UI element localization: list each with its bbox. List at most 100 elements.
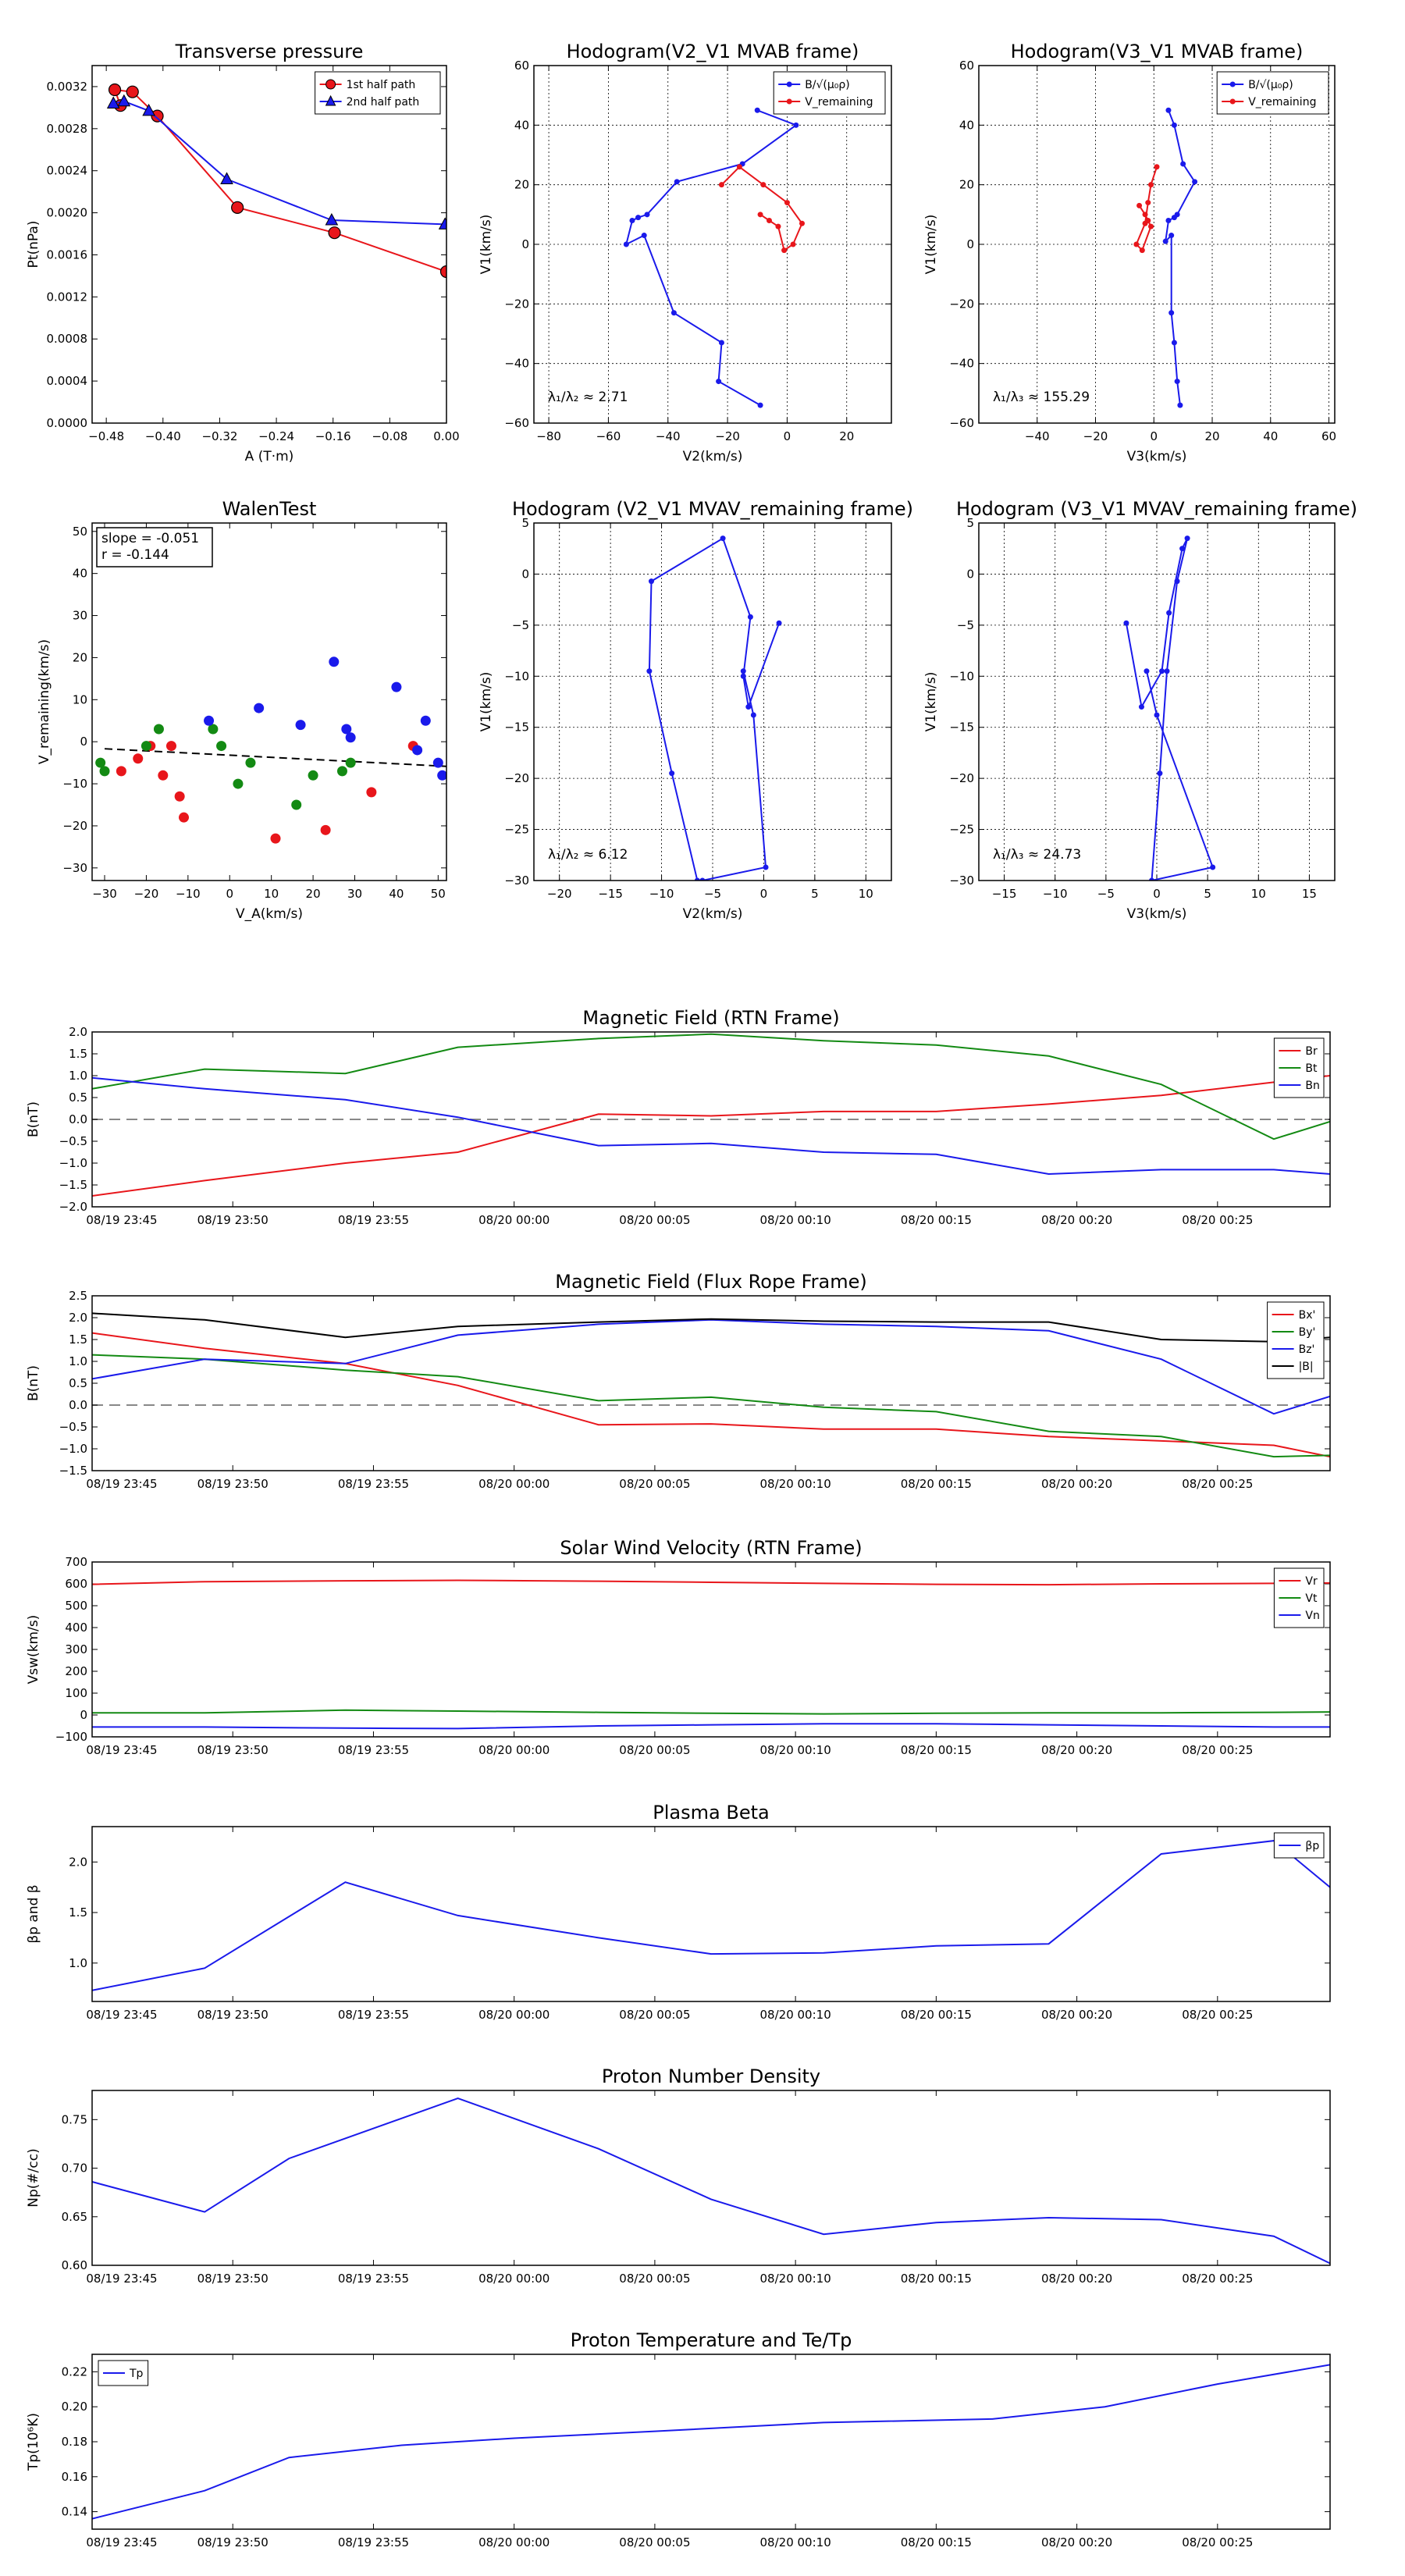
x-tick-label: −15	[992, 887, 1017, 901]
data-point	[694, 877, 700, 881]
x-tick-label: 08/19 23:50	[197, 1213, 269, 1227]
y-tick-label: 0.14	[62, 2505, 87, 2519]
chart-title: Proton Number Density	[602, 2065, 820, 2087]
x-tick-label: −20	[715, 429, 740, 443]
x-tick-label: 08/20 00:25	[1182, 2272, 1253, 2286]
y-tick-label: −5	[512, 618, 529, 632]
y-tick-label: 300	[65, 1642, 87, 1656]
data-point	[699, 877, 706, 881]
y-tick-label: −10	[504, 669, 529, 683]
legend-label: V_remaining	[1248, 96, 1316, 109]
x-tick-label: 0	[1150, 429, 1158, 443]
y-tick-label: −30	[949, 873, 974, 888]
chart-p9: Solar Wind Velocity (RTN Frame) −100 0 100 2…	[26, 1537, 1331, 1757]
chart-p3: Hodogram(V3_V1 MVAB frame) −60 −40 −20 0 20 40…	[923, 41, 1336, 464]
y-axis-label: Vsw(km/s)	[26, 1615, 41, 1685]
data-point	[635, 215, 642, 221]
x-tick-label: 08/20 00:00	[478, 2008, 550, 2022]
data-point	[165, 741, 176, 752]
y-tick-label: 0.0	[69, 1398, 87, 1412]
legend: Bx' By' Bz' |B|	[1267, 1301, 1325, 1379]
data-point	[99, 766, 110, 777]
x-tick-label: 08/20 00:10	[760, 2008, 831, 2022]
data-point	[670, 310, 677, 316]
series-line-Tp	[92, 2364, 1330, 2520]
y-tick-label: 0	[521, 567, 529, 581]
data-point	[117, 94, 131, 107]
y-tick-label: −10	[949, 669, 974, 683]
data-point	[231, 201, 244, 214]
data-point	[366, 787, 377, 798]
x-axis-label: A (T·m)	[245, 449, 294, 464]
y-tick-label: 5	[966, 516, 974, 530]
y-axis-label: V1(km/s)	[478, 672, 494, 732]
plot-frame	[978, 65, 1336, 424]
x-tick-label: 08/19 23:50	[197, 2272, 269, 2286]
x-tick-label: −0.16	[315, 429, 351, 443]
y-tick-label: 700	[65, 1555, 87, 1569]
x-axis-label: V3(km/s)	[1127, 449, 1187, 464]
y-tick-label: −25	[949, 823, 974, 837]
legend-label: B/√(μ₀ρ)	[805, 79, 850, 91]
data-point	[1164, 668, 1170, 674]
y-tick-label: −25	[504, 823, 529, 837]
series-group	[95, 656, 446, 844]
y-tick-label: 0.0	[69, 1112, 87, 1126]
y-tick-label: 0.65	[62, 2210, 87, 2224]
chart-p1: Transverse pressure 0.0000 0.0004 0.0008 0.0…	[26, 41, 460, 464]
y-tick-label: 40	[514, 118, 529, 132]
y-tick-label: −1.5	[59, 1464, 87, 1478]
series-group	[1133, 107, 1198, 408]
chart-p11: Proton Number Density 0.60 0.65 0.70 0.75 08/…	[26, 2065, 1331, 2286]
y-tick-label: 0.0012	[47, 290, 88, 304]
x-tick-label: 08/20 00:15	[901, 1213, 972, 1227]
series-line-1st half path	[113, 88, 446, 272]
y-tick-label: 500	[65, 1599, 87, 1613]
data-point	[345, 757, 356, 768]
x-tick-label: 08/20 00:05	[619, 2008, 690, 2022]
y-tick-label: 40	[73, 567, 87, 581]
y-tick-label: −1.0	[59, 1156, 87, 1170]
series-line-By'	[92, 1354, 1330, 1458]
y-tick-label: 0.0008	[47, 332, 88, 346]
chart-title: Solar Wind Velocity (RTN Frame)	[560, 1537, 862, 1559]
x-tick-label: 10	[264, 887, 279, 901]
data-point	[790, 241, 796, 247]
data-point	[754, 107, 760, 113]
y-tick-label: 1.0	[69, 1354, 87, 1368]
x-tick-label: 08/20 00:10	[760, 1213, 831, 1227]
y-axis-label: V_remaining(km/s)	[37, 639, 52, 764]
series-line-Vr	[92, 1579, 1330, 1586]
y-axis-label: B(nT)	[26, 1101, 41, 1137]
y-tick-label: 30	[73, 609, 87, 623]
y-axis-label: B(nT)	[26, 1365, 41, 1401]
x-tick-label: −40	[1025, 429, 1050, 443]
series-group	[623, 107, 805, 408]
x-tick-label: −30	[92, 887, 117, 901]
x-tick-label: 08/20 00:05	[619, 1477, 690, 1491]
data-point	[757, 402, 763, 408]
data-point	[254, 703, 265, 713]
x-tick-label: 5	[811, 887, 819, 901]
y-tick-label: −20	[504, 297, 529, 311]
data-point	[646, 668, 653, 674]
x-tick-label: 0	[1153, 887, 1161, 901]
y-tick-label: −60	[949, 416, 974, 430]
data-point	[1165, 217, 1172, 223]
y-axis-label: V1(km/s)	[923, 215, 939, 275]
plot-frame	[533, 522, 892, 881]
x-tick-label: −5	[1097, 887, 1115, 901]
x-tick-label: 40	[389, 887, 404, 901]
y-tick-label: 0.18	[62, 2435, 87, 2449]
data-point	[1148, 223, 1154, 229]
data-point	[674, 179, 680, 185]
x-tick-label: 20	[839, 429, 854, 443]
y-tick-label: −100	[55, 1730, 87, 1744]
series-line-Bx'	[92, 1332, 1330, 1458]
data-point	[270, 833, 281, 844]
data-point	[1179, 546, 1186, 552]
x-tick-label: 0	[760, 887, 768, 901]
legend-marker	[325, 94, 336, 106]
x-tick-label: −20	[134, 887, 159, 901]
y-tick-label: 400	[65, 1621, 87, 1635]
